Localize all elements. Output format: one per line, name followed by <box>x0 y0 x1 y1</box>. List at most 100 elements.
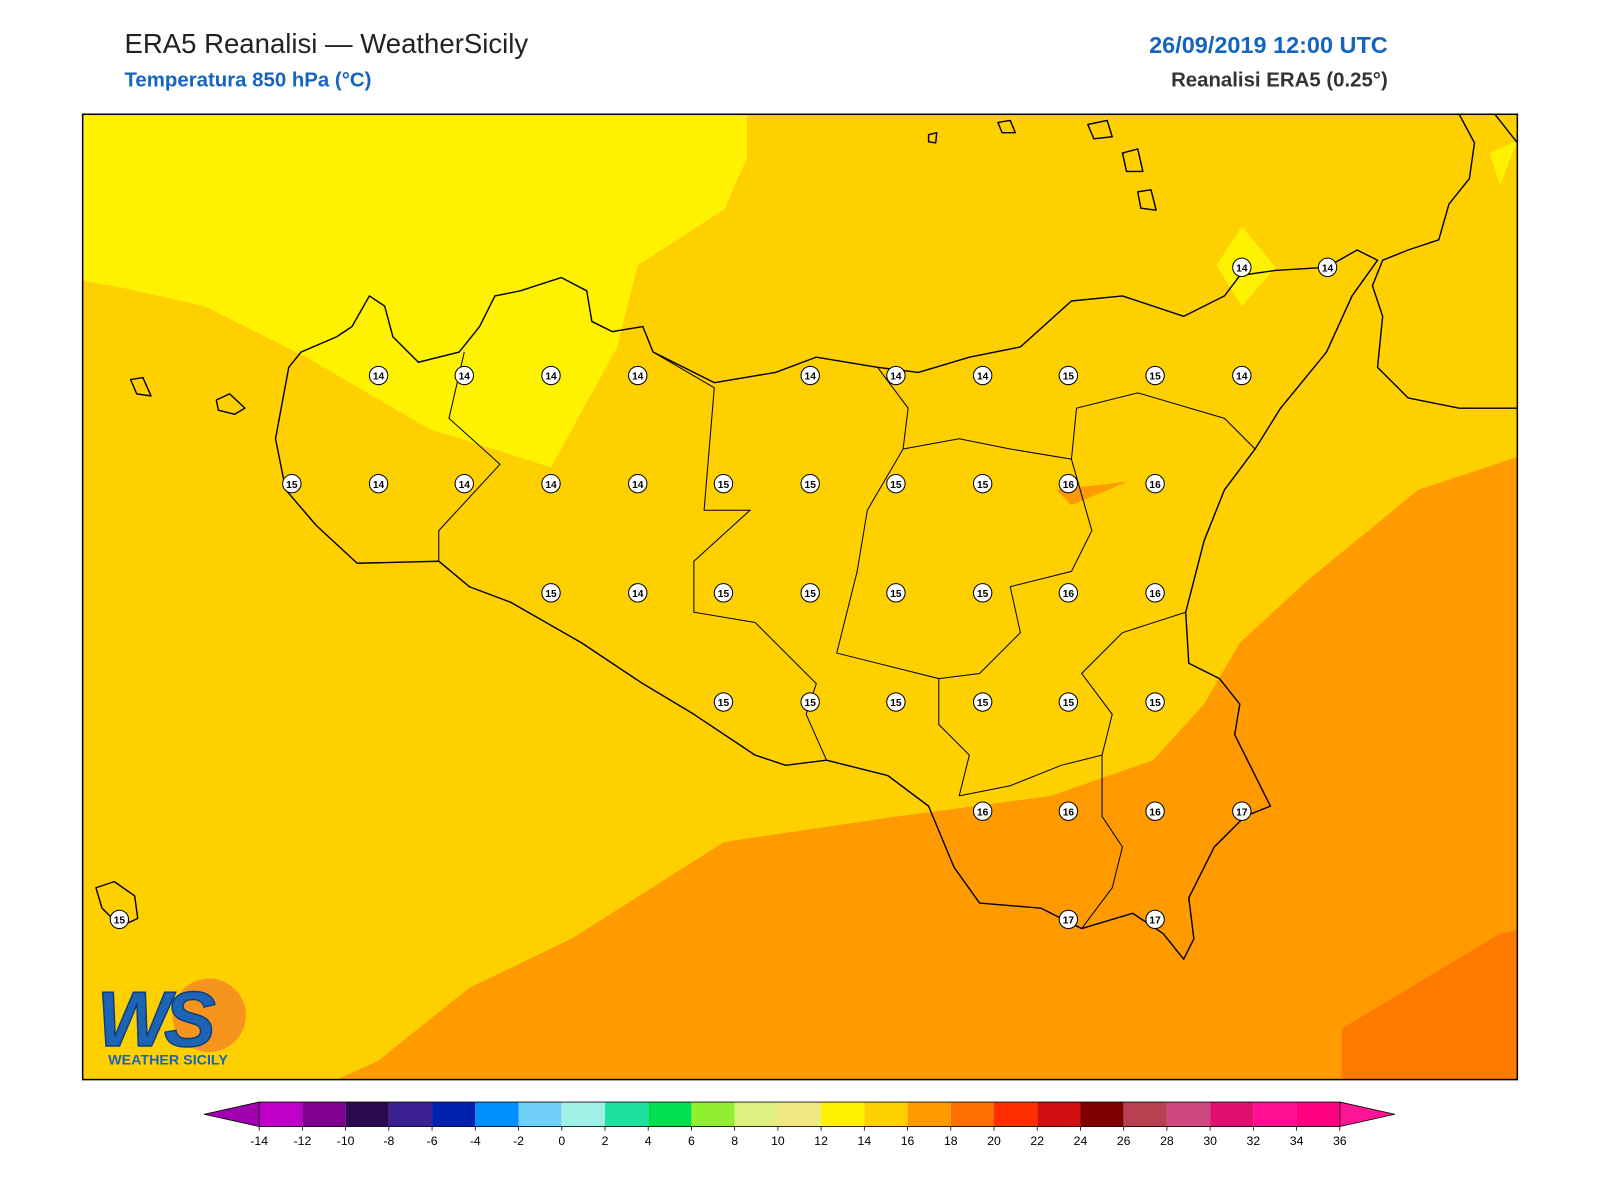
station-marker <box>800 692 820 712</box>
station-value: 15 <box>977 698 989 709</box>
station-value: 14 <box>545 480 557 491</box>
station-value: 14 <box>632 589 644 600</box>
field-12-14 <box>82 114 747 468</box>
colorbar-tick-label: 28 <box>1160 1134 1174 1148</box>
station-marker <box>109 909 130 930</box>
station-value: 16 <box>1149 807 1161 818</box>
station-marker <box>1145 909 1165 930</box>
colorbar-segment <box>518 1102 562 1127</box>
station-value: 15 <box>1063 372 1075 383</box>
logo-letters: WS <box>97 977 215 1063</box>
colorbar-segment <box>302 1102 346 1127</box>
calabria-coast <box>1371 113 1518 409</box>
station-marker <box>886 473 906 494</box>
map-field <box>82 114 1518 1080</box>
border <box>1081 755 1123 929</box>
station-value: 16 <box>1149 589 1161 600</box>
colorbar-tick-label: 16 <box>901 1134 915 1148</box>
colorbar-tick-label: -14 <box>250 1134 268 1148</box>
station-marker <box>628 365 648 386</box>
island <box>927 131 938 144</box>
station-value: 14 <box>373 480 385 491</box>
island <box>1121 148 1144 173</box>
logo: WS WEATHER SICILY <box>96 976 246 1068</box>
station-value: 14 <box>632 372 644 383</box>
station-marker <box>1058 801 1079 821</box>
station-value: 14 <box>545 372 557 383</box>
colorbar-under <box>203 1101 260 1128</box>
border <box>836 367 970 797</box>
station-marker <box>972 365 993 386</box>
subtitle: Temperatura 850 hPa (°C) <box>124 70 371 92</box>
station-value: 14 <box>805 372 817 383</box>
border <box>959 611 1186 797</box>
station-value: 15 <box>890 589 902 600</box>
field-18-20 <box>1341 930 1518 1080</box>
colorbar-tick-label: 2 <box>602 1134 609 1148</box>
colorbar-segment <box>1080 1102 1124 1127</box>
station-marker <box>1058 473 1079 494</box>
colorbar-segment <box>388 1102 433 1127</box>
colorbar-segment <box>561 1102 605 1127</box>
station-value: 15 <box>286 480 298 491</box>
province-borders <box>438 351 1256 929</box>
station-value: 15 <box>977 480 989 491</box>
station-marker <box>1232 257 1252 278</box>
field-16-18 <box>1056 481 1128 506</box>
colorbar-segment <box>821 1102 865 1127</box>
station-marker <box>1317 257 1338 278</box>
station-marker <box>972 583 993 603</box>
station-value: 14 <box>459 480 471 491</box>
station-marker <box>541 473 561 494</box>
station-marker <box>886 365 906 386</box>
station-value: 14 <box>632 480 644 491</box>
station-marker <box>886 583 906 603</box>
station-marker <box>1145 583 1165 603</box>
colorbar-tick-label: 22 <box>1030 1134 1044 1148</box>
island <box>95 880 139 928</box>
station-marker <box>713 473 734 494</box>
title: ERA5 Reanalisi — WeatherSicily <box>124 28 528 59</box>
station-value: 14 <box>890 372 902 383</box>
colorbar-tick-label: -6 <box>427 1134 438 1148</box>
station-value: 15 <box>805 589 817 600</box>
colorbar-tick-label: 24 <box>1074 1134 1088 1148</box>
station-value: 16 <box>1063 807 1075 818</box>
colorbar-segment <box>777 1102 822 1127</box>
station-marker <box>541 583 561 603</box>
island <box>997 119 1017 134</box>
station-marker <box>972 801 993 821</box>
colorbar-tick-label: -12 <box>294 1134 312 1148</box>
station-marker <box>454 365 474 386</box>
border <box>902 392 1256 460</box>
station-value: 14 <box>1236 263 1248 274</box>
station-value: 15 <box>977 589 989 600</box>
station-value: 17 <box>1236 807 1248 818</box>
field-16-18 <box>336 457 1518 1080</box>
station-marker <box>1058 583 1079 603</box>
station-marker <box>713 583 734 603</box>
colorbar: -14 -12 -10 -8 -6 -4 -2 0 2 4 6 8 10 12 14 16 18 20 22 24 26… <box>203 1101 1395 1148</box>
calabria-coast <box>1494 113 1518 144</box>
station-value: 16 <box>977 807 989 818</box>
colorbar-tick-label: 26 <box>1117 1134 1131 1148</box>
station-marker <box>368 365 389 386</box>
colorbar-tick-label: 8 <box>731 1134 738 1148</box>
station-marker <box>628 583 648 603</box>
logo-name: WEATHER SICILY <box>108 1052 228 1068</box>
colorbar-tick-label: 4 <box>645 1134 652 1148</box>
colorbar-segment <box>648 1102 692 1127</box>
island <box>215 393 246 415</box>
colorbar-tick-label: 20 <box>987 1134 1001 1148</box>
colorbar-segment <box>1210 1102 1254 1127</box>
datetime: 26/09/2019 12:00 UTC <box>1149 32 1388 58</box>
island <box>1137 189 1157 211</box>
station-marker <box>368 473 389 494</box>
station-value: 14 <box>1322 263 1334 274</box>
colorbar-tick-label: 18 <box>944 1134 958 1148</box>
station-marker <box>972 692 993 712</box>
station-marker <box>1058 909 1079 930</box>
station-value: 16 <box>1063 480 1075 491</box>
colorbar-tick-label: 0 <box>558 1134 565 1148</box>
